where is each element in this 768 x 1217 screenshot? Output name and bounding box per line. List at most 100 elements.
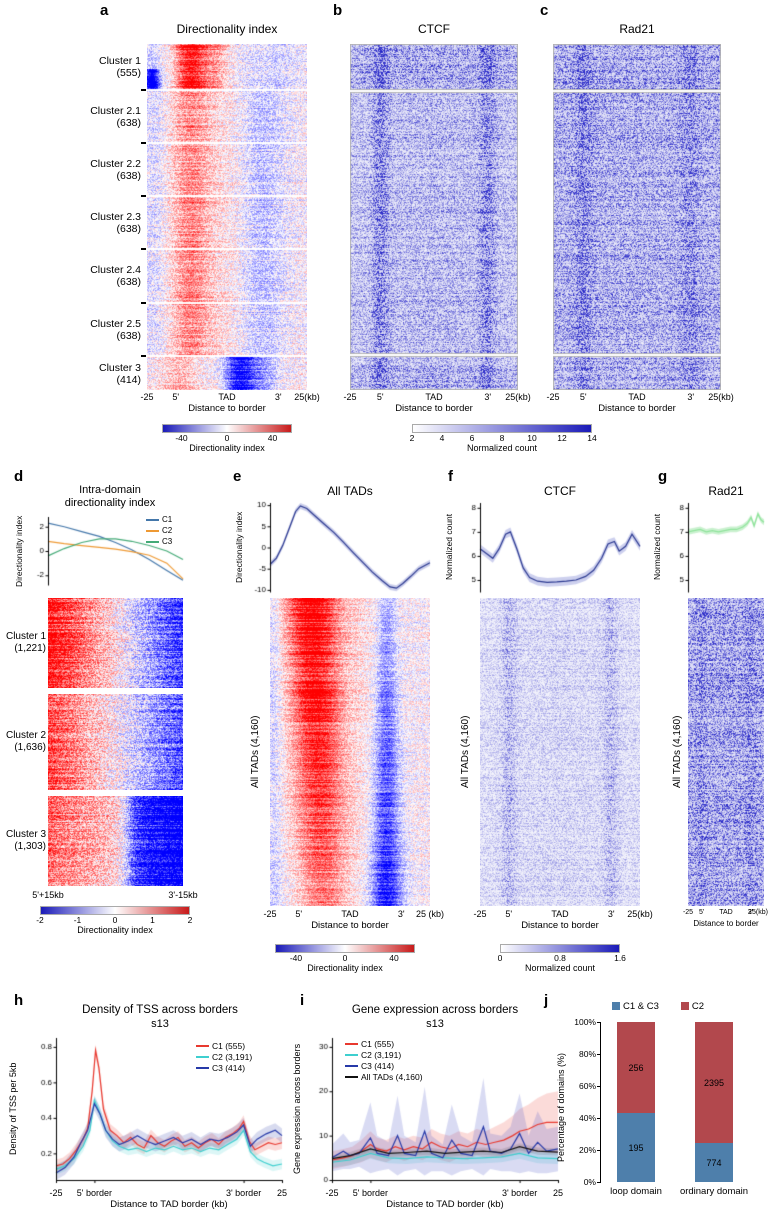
colorbar-tick-label: -2	[36, 915, 44, 925]
panel-h-plot	[26, 1032, 286, 1186]
panel-f-heatmap	[480, 598, 640, 906]
bar-category-label: loop domain	[610, 1186, 662, 1197]
legend-item-label: C3 (414)	[212, 1062, 246, 1073]
colorbar-tick-label: 1	[150, 915, 155, 925]
legend-item-label: C3 (414)	[361, 1060, 395, 1071]
cluster-count: (638)	[116, 329, 141, 342]
x-tick-label: 3'	[484, 392, 492, 402]
panel-c-label: c	[540, 2, 549, 19]
colorbar-gradient	[275, 944, 415, 953]
panel-i-title: Gene expression across borders	[351, 1004, 519, 1016]
bar-segment-c2: 2395	[695, 1022, 733, 1143]
panel-h-label: h	[14, 992, 24, 1009]
cluster-count: (1,636)	[14, 742, 46, 753]
panel-d-xticks: 5'+15kb 3'-15kb	[32, 890, 197, 900]
panel-e-label: e	[233, 468, 242, 485]
legend-item: C1 & C3	[612, 1000, 659, 1012]
legend-swatch-line	[345, 1064, 358, 1067]
x-tick-label: -25	[343, 392, 357, 402]
panel-a-cluster-label: Cluster 2.4 (638)	[53, 264, 141, 288]
colorbar-tick-label: 14	[587, 433, 597, 443]
panel-e-ylabel: Directionality index	[234, 511, 244, 583]
panel-g-ylabel: Normalized count	[652, 513, 662, 581]
x-tick-label: 25	[552, 1188, 564, 1198]
cluster-boundary-tick	[141, 302, 146, 304]
panel-h-xlabel: Distance to TAD border (kb)	[110, 1199, 228, 1210]
x-tick-label: TAD	[719, 909, 733, 916]
cluster-name: Cluster 2.2	[90, 157, 141, 170]
x-tick-label: 5'+15kb	[32, 890, 64, 900]
legend-swatch-line	[345, 1053, 358, 1056]
panel-i-xticks: -25 5' border 3' border 25	[325, 1188, 563, 1198]
panel-a-xticks: -25 5' TAD 3' 25(kb)	[140, 392, 319, 402]
legend-item: C3	[146, 536, 172, 547]
y-tick-label: 100%	[574, 1017, 596, 1027]
cluster-count: (414)	[116, 373, 141, 386]
x-tick-label: 3'	[607, 909, 615, 919]
legend-swatch-line	[345, 1042, 358, 1045]
panel-b-xticks: -25 5' TAD 3' 25(kb)	[343, 392, 530, 402]
cluster-count: (638)	[116, 116, 141, 129]
panel-e-side-label: All TADs (4,160)	[250, 715, 261, 789]
y-tick-label: 80%	[578, 1049, 596, 1059]
y-tick-mark	[597, 1021, 601, 1023]
x-tick-label: -25	[49, 1188, 63, 1198]
panel-a-cluster-label: Cluster 3 (414)	[53, 362, 141, 386]
x-tick-label: 5'	[579, 392, 587, 402]
legend-swatch-line	[345, 1075, 358, 1078]
panel-d-heatmap-cluster1	[48, 598, 183, 688]
panel-f-title: CTCF	[544, 484, 576, 498]
y-tick-label: 0%	[583, 1177, 596, 1187]
x-tick-label: 25(kb)	[505, 392, 531, 402]
panel-e-line-plot	[246, 498, 431, 596]
cluster-name: Cluster 2	[5, 730, 46, 741]
panel-d-cluster1-label: Cluster 1 (1,221)	[0, 631, 46, 655]
legend-swatch-line	[196, 1055, 209, 1058]
x-tick-label: -25	[473, 909, 487, 919]
colorbar-gradient	[40, 906, 190, 915]
x-tick-label: 25(kb)	[748, 909, 768, 916]
legend-item-label: All TADs (4,160)	[361, 1071, 423, 1082]
legend-item: C1 (555)	[345, 1038, 423, 1049]
colorbar-ticks: 0 0.8 1.6	[498, 953, 626, 963]
panel-d-cluster3-label: Cluster 3 (1,303)	[0, 829, 46, 853]
legend-swatch-line	[196, 1044, 209, 1047]
panel-d-colorbar: -2 -1 0 1 2 Directionality index	[36, 906, 192, 935]
panel-g-xlabel: Distance to border	[693, 919, 759, 928]
panel-e-title: All TADs	[327, 484, 373, 498]
x-tick-label: 25 (kb)	[415, 909, 445, 919]
colorbar-tick-label: -40	[175, 433, 188, 443]
x-tick-label: 5'	[295, 909, 303, 919]
colorbar-tick-label: -1	[73, 915, 82, 925]
legend-item-label: C1 (555)	[212, 1040, 246, 1051]
panel-f-xlabel: Distance to border	[521, 920, 599, 931]
legend-item-label: C2 (3,191)	[212, 1051, 253, 1062]
panel-d-legend: C1 C2 C3	[146, 514, 172, 547]
x-tick-label: 3'-15kb	[168, 890, 198, 900]
legend-item: C3 (414)	[196, 1062, 252, 1073]
legend-item: C2 (3,191)	[196, 1051, 252, 1062]
panel-a-cluster-label: Cluster 2.1 (638)	[53, 105, 141, 129]
x-tick-label: -25	[325, 1188, 339, 1198]
panel-a-title: Directionality index	[176, 22, 278, 36]
cluster-name: Cluster 3	[98, 361, 141, 374]
panel-d-title: Intra-domain directionality index	[64, 484, 156, 509]
panel-j-legend: C1 & C3 C2	[612, 1000, 704, 1012]
panel-e-xticks: -25 5' TAD 3' 25 (kb)	[263, 909, 444, 919]
x-tick-label: 25(kb)	[627, 909, 653, 919]
legend-item-label: C2	[691, 1000, 705, 1012]
x-tick-label: TAD	[628, 392, 646, 402]
legend-swatch-line	[146, 540, 159, 543]
bar-segment-c1c3: 774	[695, 1143, 733, 1182]
x-tick-label: 3' border	[225, 1188, 262, 1198]
legend-item-label: C2	[162, 526, 173, 535]
panel-bc-colorbar: 2 4 6 8 10 12 14 Normalized count	[410, 424, 597, 453]
legend-item: C2	[146, 525, 172, 536]
x-tick-label: 25(kb)	[708, 392, 734, 402]
panel-b-xlabel: Distance to border	[395, 403, 473, 414]
panel-c-xticks: -25 5' TAD 3' 25(kb)	[546, 392, 733, 402]
panel-i-subtitle: s13	[426, 1018, 444, 1030]
panel-b-label: b	[333, 2, 343, 19]
colorbar-tick-label: 8	[499, 433, 505, 443]
